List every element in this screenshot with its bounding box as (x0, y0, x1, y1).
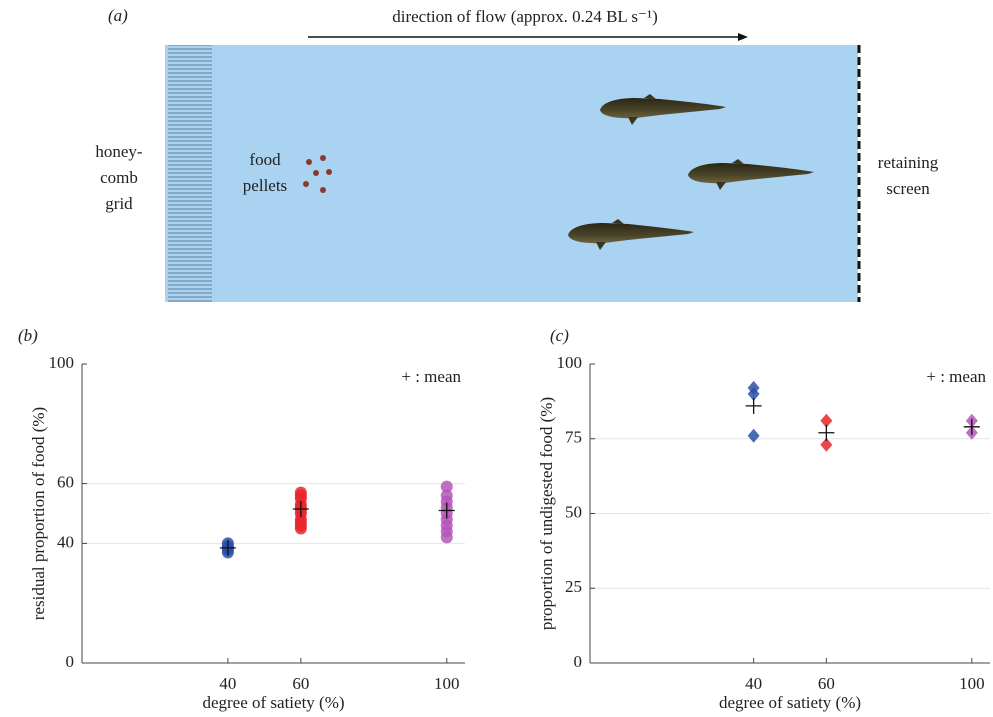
y-axis-label: proportion of undigested food (%) (537, 397, 556, 630)
pellets (303, 155, 332, 193)
y-tick-label: 60 (57, 473, 74, 492)
x-tick-label: 60 (292, 674, 309, 693)
diagram: (a) direction of flow (approx. 0.24 BL s… (95, 6, 939, 302)
y-tick-label: 100 (49, 353, 75, 372)
label-line: comb (100, 168, 138, 187)
point (820, 413, 833, 428)
mean-marker (292, 501, 309, 518)
label-line: pellets (243, 176, 287, 195)
y-tick-label: 100 (557, 353, 583, 372)
point (747, 428, 760, 443)
mean-marker (818, 424, 835, 441)
panel-label: (b) (18, 326, 38, 345)
y-tick-label: 0 (66, 652, 75, 671)
y-tick-label: 0 (574, 652, 583, 671)
mean-marker (438, 502, 455, 519)
flow-label: direction of flow (approx. 0.24 BL s⁻¹) (392, 7, 658, 26)
y-axis-label: residual proportion of food (%) (29, 407, 48, 620)
y-tick-label: 75 (565, 428, 582, 447)
y-tick-label: 25 (565, 577, 582, 596)
x-tick-label: 60 (818, 674, 835, 693)
x-axis-label: degree of satiety (%) (719, 693, 861, 712)
mean-marker (219, 539, 236, 556)
honeycomb-grid (168, 45, 212, 302)
y-tick-label: 50 (565, 502, 582, 521)
screen-label: retaining screen (878, 153, 939, 198)
panel-label: (c) (550, 326, 569, 345)
point (440, 480, 453, 493)
x-axis-label: degree of satiety (%) (202, 693, 344, 712)
label-line: grid (105, 194, 133, 213)
point (747, 386, 760, 401)
x-tick-label: 40 (219, 674, 236, 693)
point (820, 437, 833, 452)
flow-arrow-head (738, 33, 748, 41)
annotation: + : mean (401, 367, 461, 386)
point (440, 531, 453, 544)
label-line: retaining (878, 153, 939, 172)
x-tick-label: 100 (959, 674, 985, 693)
grid-label: honey-comb grid (95, 142, 143, 213)
y-tick-label: 40 (57, 532, 74, 551)
point (294, 522, 307, 535)
panel-label: (a) (108, 6, 128, 25)
label-line: food (249, 150, 281, 169)
mean-marker (745, 397, 762, 414)
label-line: honey- (95, 142, 143, 161)
food-label: food pellets (243, 150, 287, 195)
x-tick-label: 40 (745, 674, 762, 693)
annotation: + : mean (926, 367, 986, 386)
mean-marker (963, 418, 980, 435)
x-tick-label: 100 (434, 674, 460, 693)
label-line: screen (886, 179, 930, 198)
